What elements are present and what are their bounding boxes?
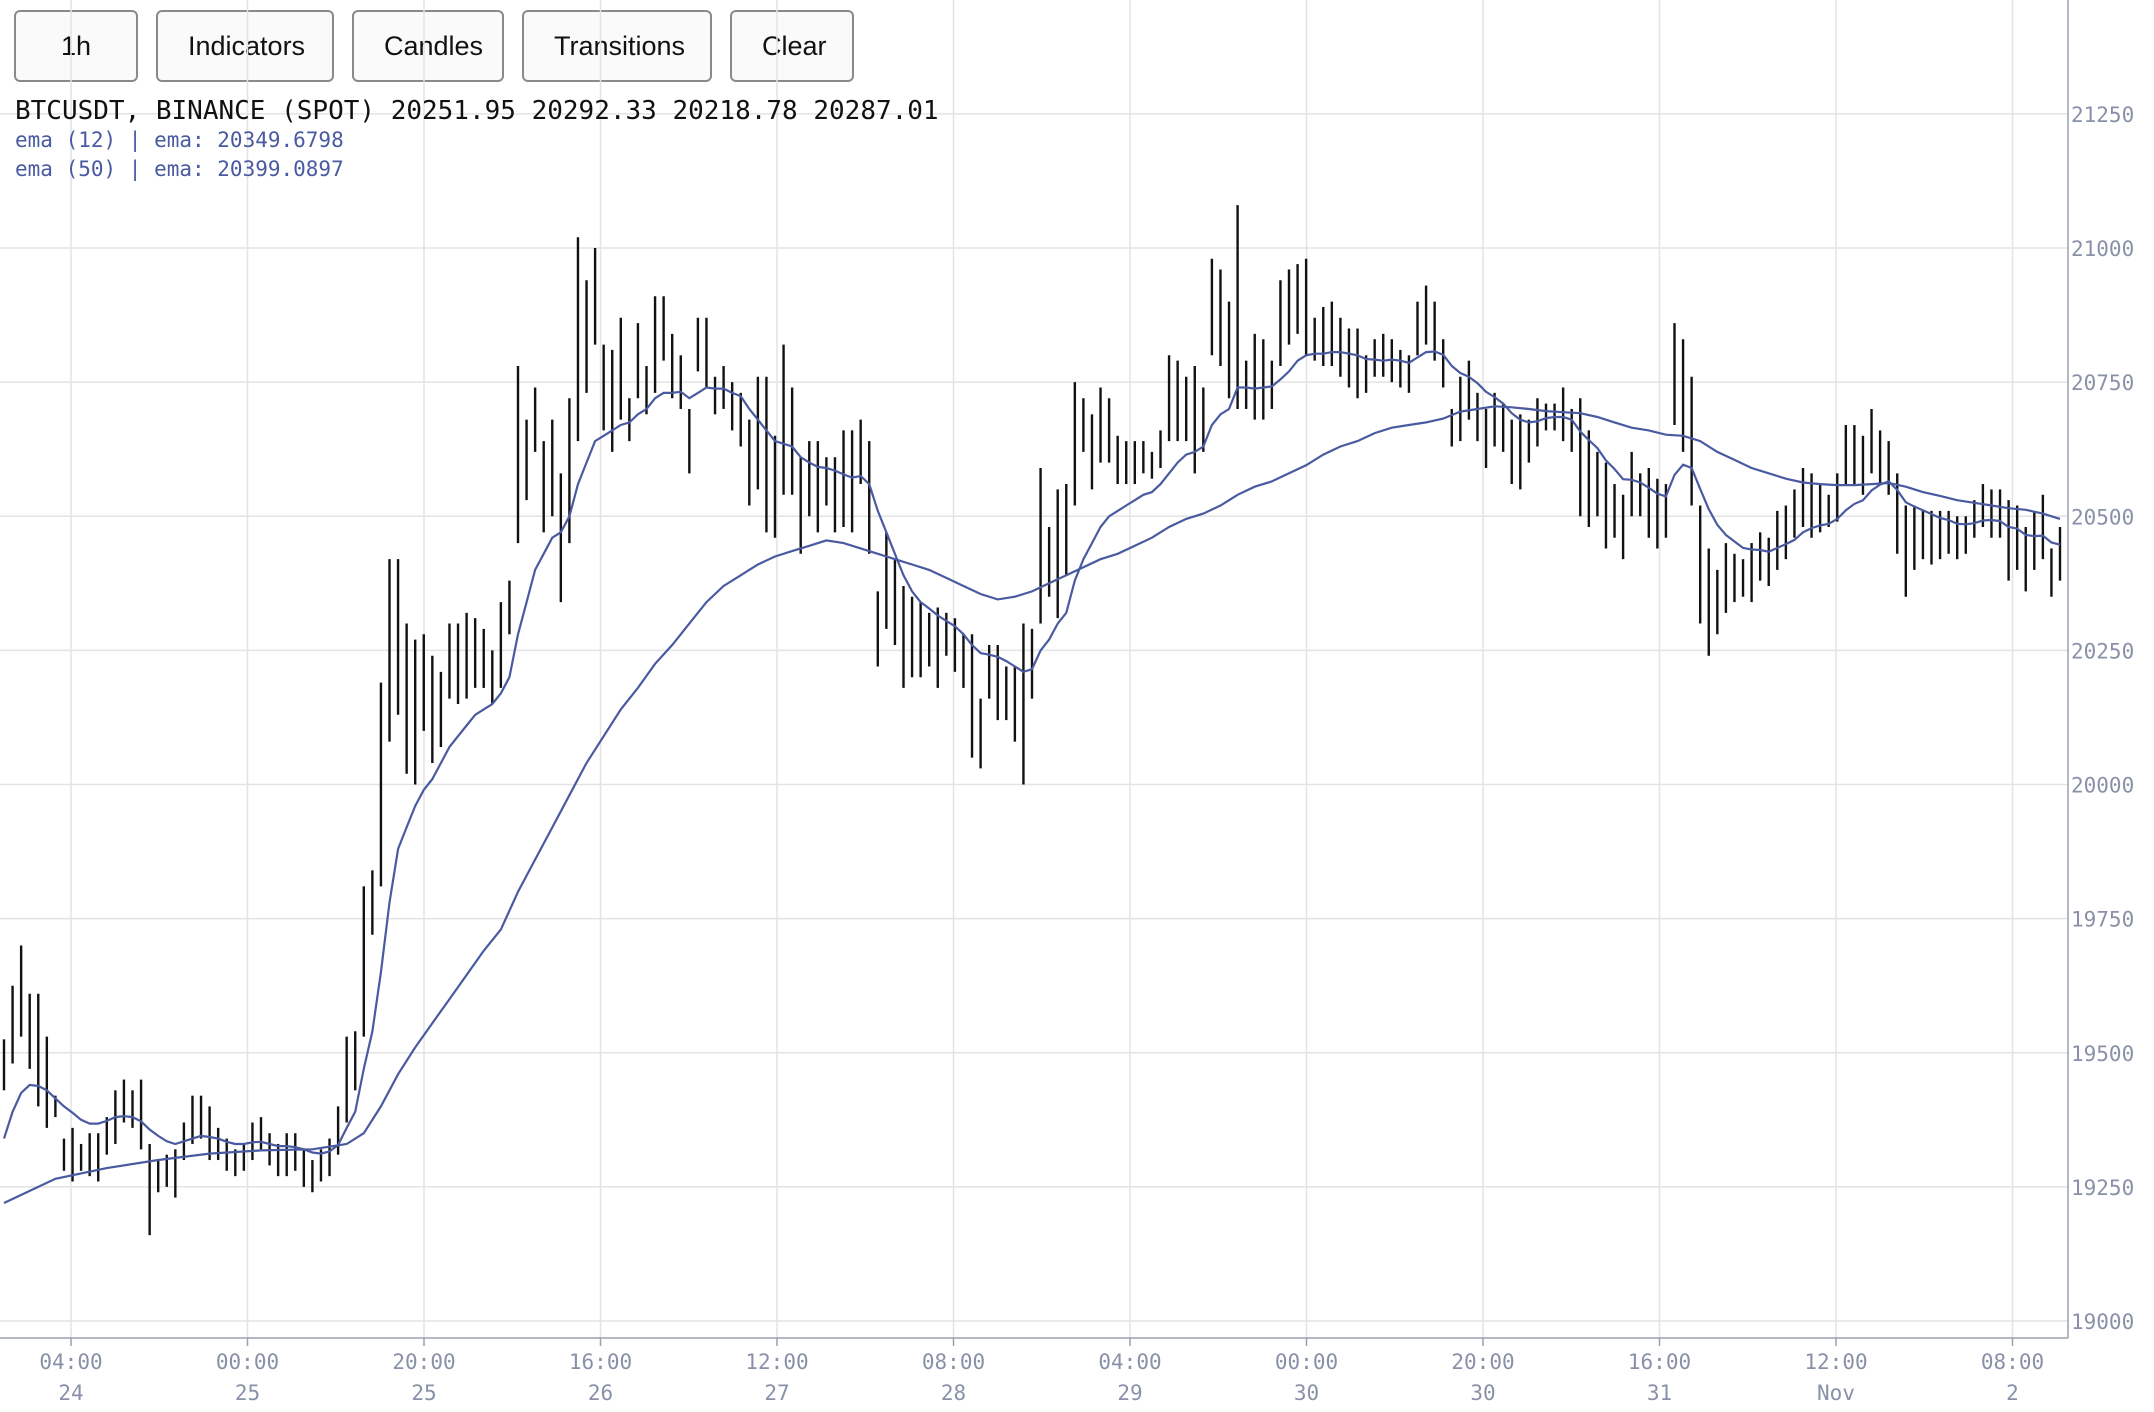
- x-tick-date: 25: [235, 1381, 260, 1405]
- x-tick-time: 20:00: [1451, 1350, 1514, 1374]
- x-tick-date: 25: [411, 1381, 436, 1405]
- x-tick-time: 00:00: [216, 1350, 279, 1374]
- chart-grid: [0, 0, 2068, 1338]
- x-tick-time: 00:00: [1275, 1350, 1338, 1374]
- x-tick-time: 04:00: [39, 1350, 102, 1374]
- ema-lines: [2, 350, 2061, 1204]
- y-tick-label: 20250: [2071, 639, 2134, 663]
- x-tick-time: 20:00: [392, 1350, 455, 1374]
- x-tick-time: 16:00: [1628, 1350, 1691, 1374]
- x-tick-time: 12:00: [745, 1350, 808, 1374]
- y-tick-label: 19500: [2071, 1042, 2134, 1066]
- toolbar: 1h Indicators Candles Transitions Clear: [14, 10, 854, 82]
- x-tick-date: 26: [588, 1381, 613, 1405]
- x-tick-date: 28: [941, 1381, 966, 1405]
- transitions-button[interactable]: Transitions: [522, 10, 712, 82]
- y-tick-label: 21000: [2071, 237, 2134, 261]
- y-tick-label: 21250: [2071, 103, 2134, 127]
- y-tick-label: 20500: [2071, 505, 2134, 529]
- x-tick-date: 29: [1117, 1381, 1142, 1405]
- chart-legend: BTCUSDT, BINANCE (SPOT) 20251.95 20292.3…: [15, 96, 939, 184]
- low-value: 20218.78: [672, 96, 798, 126]
- x-tick-time: 12:00: [1804, 1350, 1867, 1374]
- y-tick-label: 20750: [2071, 371, 2134, 395]
- y-tick-label: 19000: [2071, 1310, 2134, 1334]
- y-tick-label: 20000: [2071, 774, 2134, 798]
- ohlc-bars: [2, 205, 2062, 1236]
- x-tick-time: 16:00: [569, 1350, 632, 1374]
- ema50-line: [3, 405, 2061, 1204]
- x-tick-time: 04:00: [1098, 1350, 1161, 1374]
- symbol-label: BTCUSDT, BINANCE (SPOT): [15, 96, 376, 126]
- x-tick-time: 08:00: [922, 1350, 985, 1374]
- x-tick-date: 2: [2006, 1381, 2019, 1405]
- close-value: 20287.01: [813, 96, 939, 126]
- clear-button[interactable]: Clear: [730, 10, 854, 82]
- x-tick-date: Nov: [1817, 1381, 1855, 1405]
- open-value: 20251.95: [390, 96, 516, 126]
- high-value: 20292.33: [531, 96, 657, 126]
- x-tick-date: 30: [1294, 1381, 1319, 1405]
- legend-ohlc: BTCUSDT, BINANCE (SPOT) 20251.95 20292.3…: [15, 96, 939, 126]
- indicators-button[interactable]: Indicators: [156, 10, 334, 82]
- x-tick-time: 08:00: [1981, 1350, 2044, 1374]
- x-tick-date: 30: [1470, 1381, 1495, 1405]
- x-tick-date: 27: [764, 1381, 789, 1405]
- y-tick-label: 19750: [2071, 908, 2134, 932]
- interval-button[interactable]: 1h: [14, 10, 138, 82]
- ema12-line: [2, 350, 2061, 1155]
- x-tick-date: 31: [1647, 1381, 1672, 1405]
- candles-button[interactable]: Candles: [352, 10, 504, 82]
- x-tick-date: 24: [58, 1381, 83, 1405]
- ema12-legend: ema (12) | ema: 20349.6798: [15, 128, 344, 152]
- ema50-legend: ema (50) | ema: 20399.0897: [15, 157, 344, 181]
- y-tick-label: 19250: [2071, 1176, 2134, 1200]
